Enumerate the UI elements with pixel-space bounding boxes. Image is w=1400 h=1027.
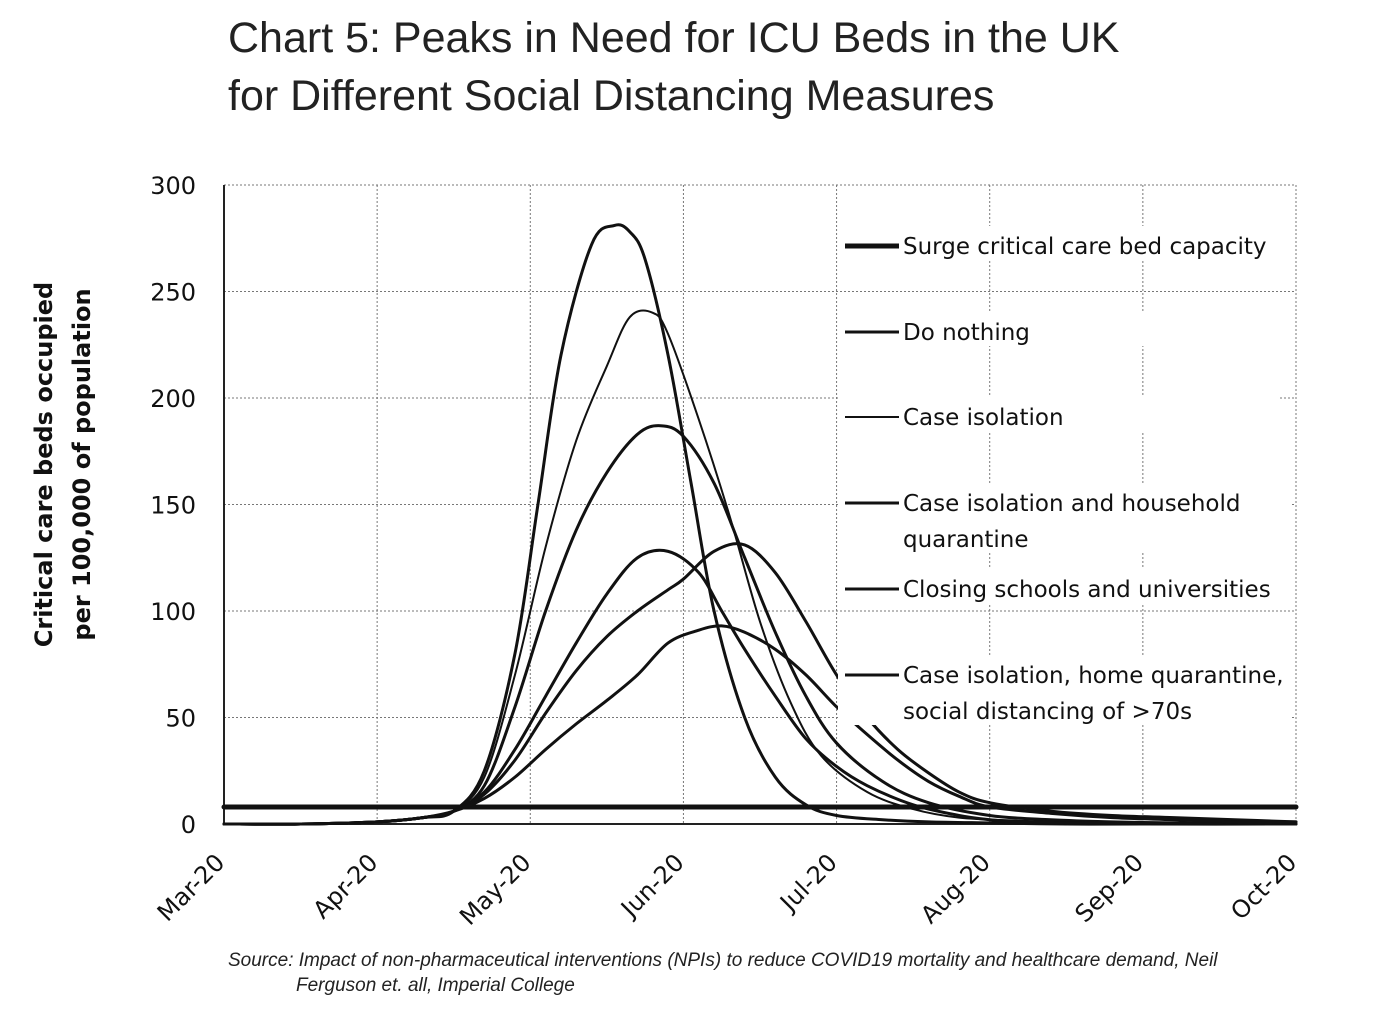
- legend-label: Closing schools and universities: [903, 577, 1271, 603]
- y-tick-label: 300: [150, 172, 196, 200]
- legend-item-bg: [838, 569, 1278, 603]
- series-line-3: [223, 309, 1297, 826]
- legend-item-2: Do nothing: [838, 312, 1278, 346]
- x-axis-ticks: Mar-20 Apr-20 May-20 Jun-20 Jul-20 Aug-20 Sep-…: [152, 848, 1302, 930]
- series-line-7: [222, 624, 1298, 826]
- x-tick-label: May-20: [454, 848, 536, 930]
- source-note: Source: Impact of non-pharmaceutical int…: [228, 950, 1218, 996]
- legend-label: quarantine: [903, 527, 1029, 553]
- x-tick-label: Jun-20: [614, 848, 689, 923]
- legend-item-bg: [838, 483, 1290, 553]
- y-tick-label: 100: [150, 598, 196, 626]
- y-label-line-1: Critical care beds occupied: [30, 282, 58, 647]
- source-line-2: Ferguson et. all, Imperial College: [296, 975, 575, 996]
- legend-item-6: Case isolation, home quarantine, social d…: [838, 655, 1290, 725]
- x-tick-label: Aug-20: [915, 848, 996, 929]
- y-axis-label: Critical care beds occupied per 100,000 o…: [30, 282, 96, 647]
- x-tick-label: Oct-20: [1225, 848, 1302, 925]
- x-tick-label: Mar-20: [152, 848, 230, 926]
- series-line-2: [222, 223, 1298, 826]
- chart-title: Chart 5: Peaks in Need for ICU Beds in t…: [228, 14, 1120, 120]
- source-line-1: Source: Impact of non-pharmaceutical int…: [228, 950, 1218, 971]
- legend-item-3: Case isolation: [838, 397, 1278, 431]
- title-line-1: Chart 5: Peaks in Need for ICU Beds in t…: [228, 14, 1120, 62]
- x-tick-label: Jul-20: [773, 848, 842, 917]
- title-line-2: for Different Social Distancing Measures: [228, 72, 994, 120]
- legend: Surge critical care bed capacity Do nothi…: [838, 226, 1290, 725]
- legend-item-bg: [838, 655, 1290, 725]
- y-tick-label: 0: [181, 811, 196, 839]
- y-tick-label: 50: [165, 705, 196, 733]
- series-lines: [221, 223, 1299, 826]
- legend-label: Case isolation and household: [903, 491, 1240, 517]
- y-axis-ticks: 0 50 100 150 200 250 300: [150, 172, 196, 839]
- legend-label: Do nothing: [903, 320, 1030, 346]
- legend-item-bg: [838, 397, 1278, 431]
- y-label-line-2: per 100,000 of population: [68, 288, 96, 640]
- y-tick-label: 200: [150, 385, 196, 413]
- y-tick-label: 150: [150, 492, 196, 520]
- legend-item-bg: [838, 312, 1278, 346]
- x-tick-label: Sep-20: [1070, 848, 1150, 928]
- legend-item-5: Closing schools and universities: [838, 569, 1278, 603]
- legend-item-1: Surge critical care bed capacity: [838, 226, 1278, 260]
- y-tick-label: 250: [150, 279, 196, 307]
- legend-label: Case isolation, home quarantine,: [903, 663, 1284, 689]
- legend-label: Case isolation: [903, 405, 1064, 431]
- legend-item-bg: [838, 226, 1278, 260]
- x-tick-label: Apr-20: [308, 848, 384, 924]
- legend-label: social distancing of >70s: [903, 699, 1192, 725]
- legend-item-4: Case isolation and household quarantine: [838, 483, 1290, 553]
- legend-label: Surge critical care bed capacity: [903, 234, 1267, 260]
